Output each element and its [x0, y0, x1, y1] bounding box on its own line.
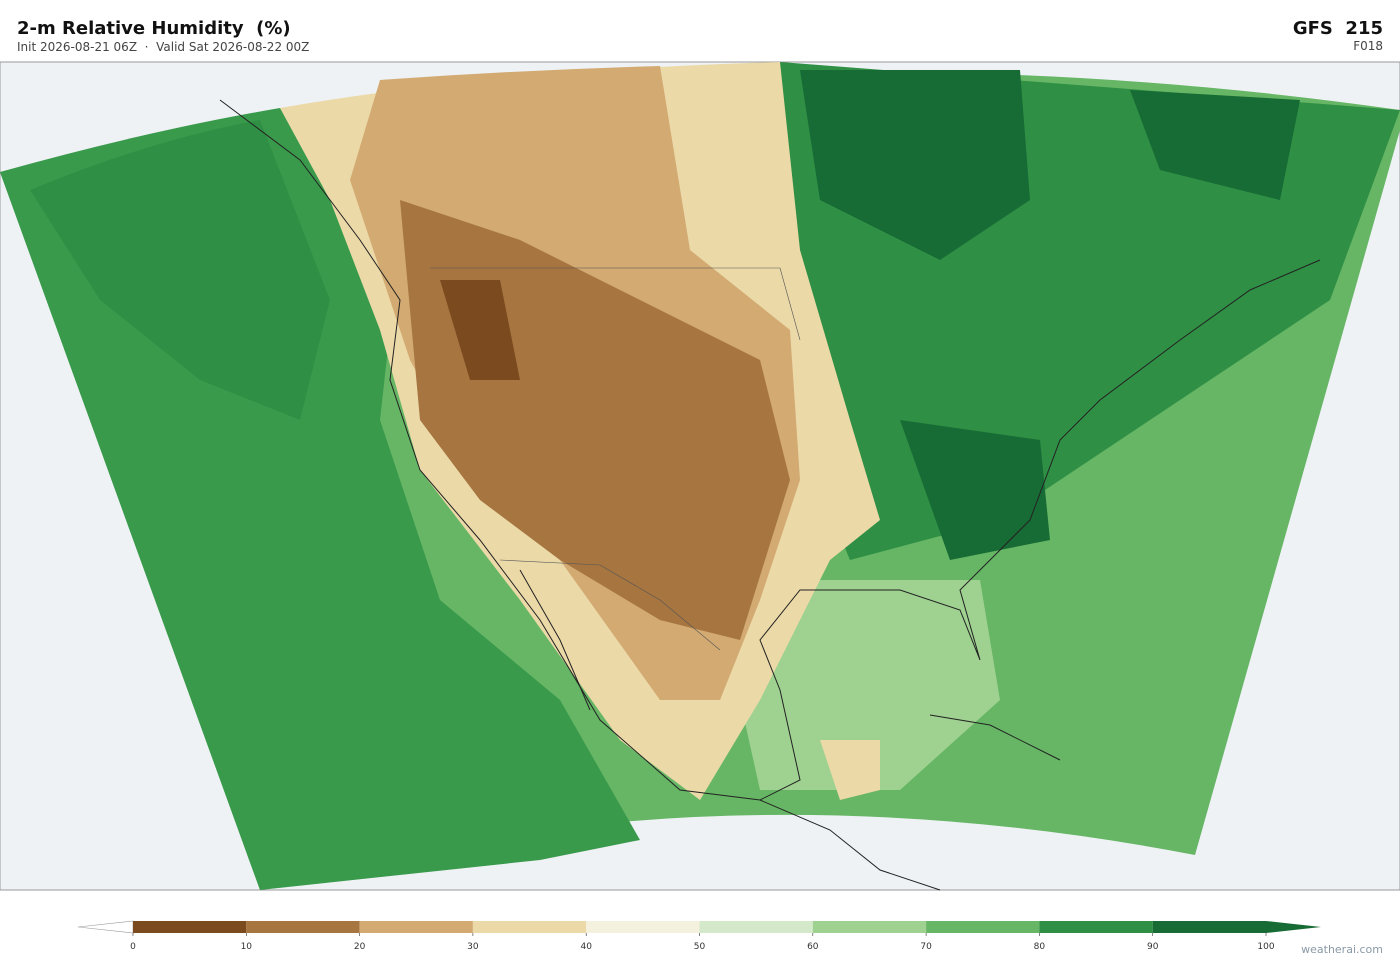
- colorbar-tick-label: 70: [920, 942, 932, 952]
- colorbar-under: [77, 920, 134, 934]
- colorbar-tick-label: 80: [1034, 942, 1046, 952]
- title: 2-m Relative Humidity (%): [17, 18, 291, 39]
- map: [0, 61, 1400, 891]
- subtitle: Init 2026-08-21 06Z · Valid Sat 2026-08-…: [17, 40, 309, 54]
- colorbar-swatch: [359, 921, 473, 933]
- colorbar-swatch: [926, 921, 1040, 933]
- colorbar: 0 10 20 30 40 50 60 70 80 90 100: [77, 920, 1321, 952]
- colorbar-swatch: [133, 921, 247, 933]
- colorbar-tick-label: 60: [807, 942, 819, 952]
- coastlines: [219, 99, 1321, 891]
- yucatan: [820, 740, 880, 800]
- gulf: [740, 580, 1000, 790]
- hudson-core: [800, 70, 1030, 260]
- colorbar-swatch: [699, 921, 813, 933]
- forecast-hour: F018: [1353, 39, 1383, 53]
- colorbar-swatch: [246, 921, 360, 933]
- driest-spot: [440, 280, 520, 380]
- borders: [430, 267, 801, 651]
- colorbar-swatch: [1039, 921, 1153, 933]
- colorbar-tick-label: 30: [467, 942, 479, 952]
- colorbar-over: [1266, 921, 1321, 933]
- colorbar-swatch: [812, 921, 927, 933]
- colorbar-swatch: [586, 921, 700, 933]
- colorbar-swatch: [472, 921, 587, 933]
- labrador-core: [1130, 90, 1300, 200]
- southeast-core: [900, 420, 1050, 560]
- colorbar-swatch: [1152, 921, 1266, 933]
- colorbar-tick-label: 40: [580, 942, 592, 952]
- colorbar-tick-label: 10: [241, 942, 253, 952]
- model: GFS 215: [1293, 18, 1383, 39]
- colorbar-tick-label: 20: [354, 942, 366, 952]
- colorbar-tick-label: 0: [130, 942, 136, 952]
- colorbar-tick-label: 90: [1147, 942, 1159, 952]
- pacific-core: [30, 120, 330, 420]
- credit: weatherai.com: [1301, 943, 1383, 956]
- colorbar-tick-label: 100: [1257, 942, 1274, 952]
- colorbar-tick-label: 50: [694, 942, 706, 952]
